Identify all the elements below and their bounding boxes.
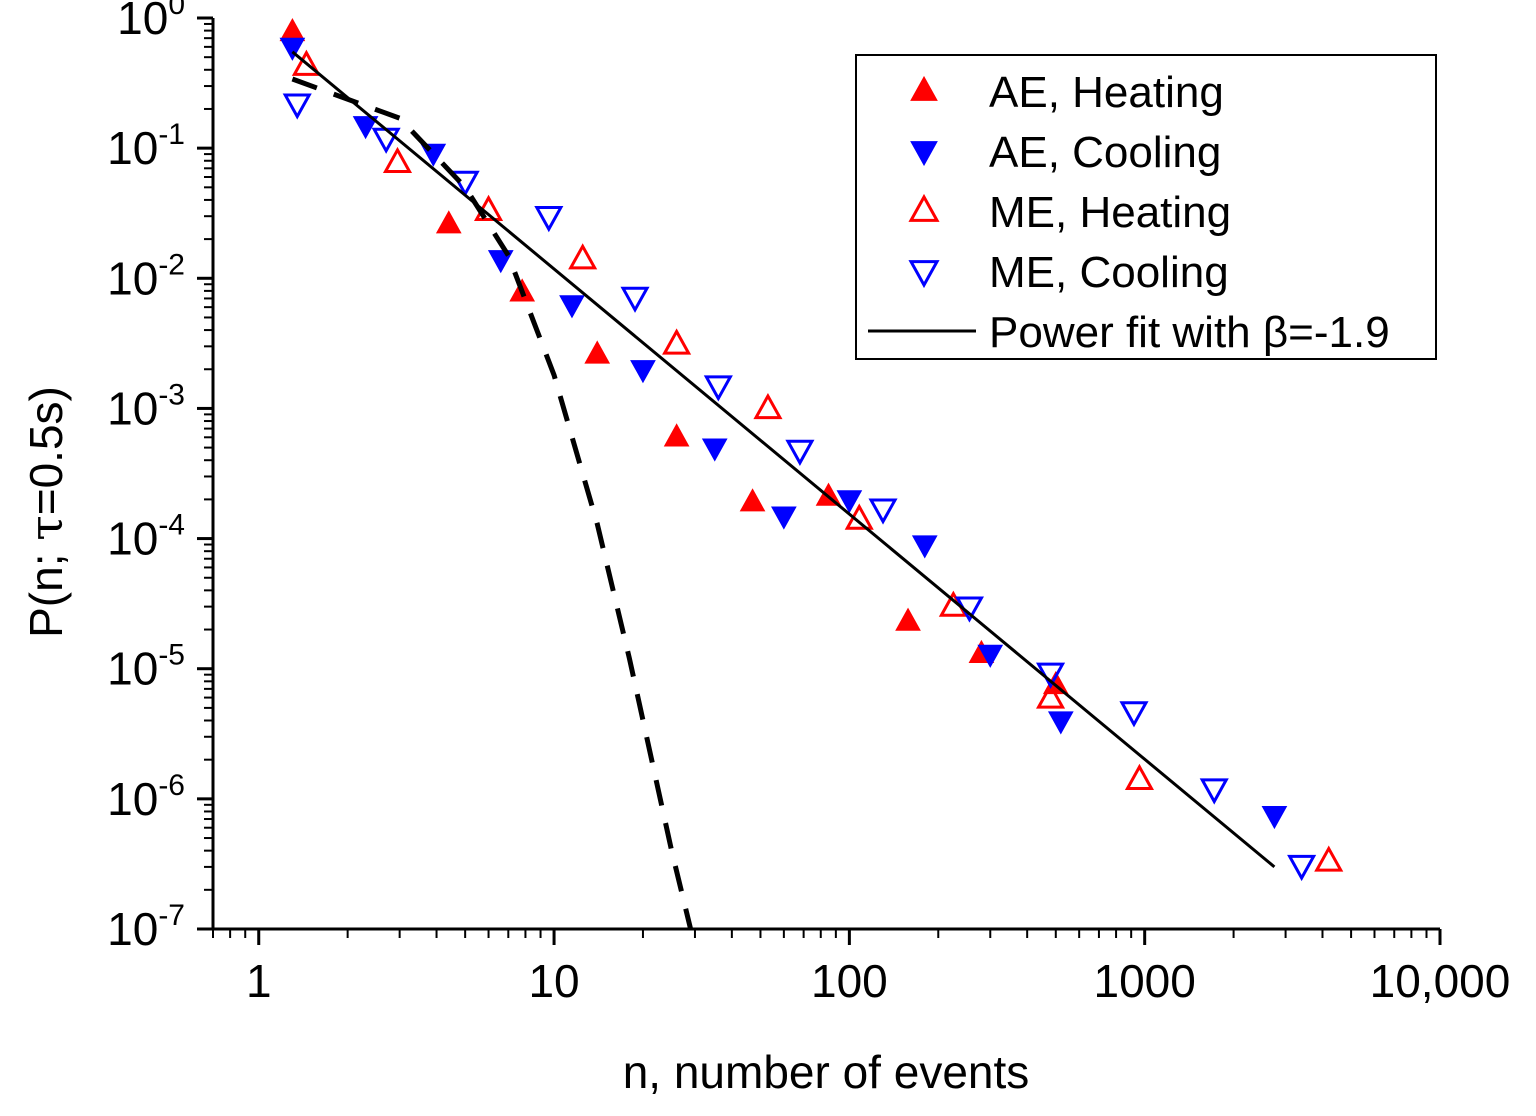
data-point — [868, 498, 898, 525]
y-tick-exponent: -5 — [158, 639, 185, 672]
data-point — [895, 607, 921, 631]
y-tick-exponent: -7 — [158, 899, 185, 932]
data-point — [836, 490, 863, 514]
y-axis-title-part: =0.5s) — [20, 386, 72, 515]
data-point — [911, 535, 938, 559]
data-point — [630, 360, 656, 384]
legend-label: AE, Cooling — [989, 128, 1221, 177]
data-point — [371, 127, 401, 154]
legend-marker — [908, 193, 940, 222]
y-tick-exponent: -6 — [158, 769, 185, 802]
data-point — [701, 438, 728, 462]
legend-marker — [908, 260, 940, 289]
x-tick-label: 10,000 — [1370, 955, 1511, 1007]
data-point — [771, 506, 797, 530]
data-point — [1124, 763, 1154, 790]
data-point — [753, 392, 783, 420]
y-tick-label: 10-7 — [107, 899, 185, 955]
y-tick-label: 100 — [117, 0, 185, 44]
legend-label: Power fit with β=-1.9 — [989, 308, 1390, 357]
y-tick-base: 10 — [107, 122, 158, 174]
data-point — [584, 340, 611, 364]
legend: AE, Heating AE, Cooling ME, Heating ME, Coo… — [855, 54, 1437, 360]
data-point — [1036, 682, 1066, 709]
y-tick-base: 10 — [107, 643, 158, 695]
data-point — [977, 644, 1004, 668]
y-tick-label: 10-3 — [107, 378, 185, 434]
data-point — [785, 439, 815, 466]
data-point — [279, 37, 306, 61]
power-fit-line — [291, 50, 1276, 869]
data-point — [435, 210, 462, 234]
data-point — [662, 328, 692, 355]
y-tick-base: 10 — [107, 773, 158, 825]
y-tick-base: 10 — [107, 252, 158, 304]
legend-marker — [910, 75, 938, 101]
data-point — [534, 206, 564, 233]
data-point — [1119, 701, 1149, 728]
y-axis-title: P(n; τ=0.5s) — [19, 386, 73, 638]
x-axis-title: n, number of events — [623, 1046, 1030, 1098]
y-tick-exponent: -1 — [158, 118, 185, 151]
data-point — [450, 170, 480, 197]
x-tick-label: 1000 — [1094, 955, 1196, 1007]
y-tick-label: 10-5 — [107, 639, 185, 695]
data-point — [382, 146, 413, 174]
data-point — [620, 286, 650, 313]
legend-label: AE, Heating — [989, 68, 1224, 117]
y-tick-base: 10 — [107, 513, 158, 565]
y-tick-label: 10-6 — [107, 769, 185, 825]
x-tick-label: 100 — [811, 955, 888, 1007]
data-point — [291, 49, 321, 76]
data-point — [568, 243, 598, 270]
y-tick-label: 10-1 — [107, 118, 185, 174]
data-point — [279, 18, 306, 42]
y-tick-base: 10 — [107, 903, 158, 955]
data-point — [663, 423, 690, 447]
y-axis-title-part: P(n; — [20, 541, 72, 638]
y-tick-base: 10 — [117, 0, 168, 44]
axes: 1 10 100 1000 10,00010010-110-210-310-410-51… — [107, 0, 1510, 1007]
y-tick-label: 10-4 — [107, 509, 185, 565]
data-point — [352, 116, 379, 140]
plot-area — [279, 18, 1344, 930]
data-point — [282, 93, 312, 120]
data-point — [559, 295, 585, 319]
y-tick-label: 10-2 — [107, 248, 185, 304]
data-point — [1314, 845, 1344, 872]
data-point — [1287, 854, 1317, 882]
legend-label: ME, Cooling — [989, 248, 1229, 297]
y-tick-base: 10 — [107, 382, 158, 434]
legend-box — [855, 54, 1437, 360]
x-tick-label: 1 — [246, 955, 272, 1007]
legend-marker — [910, 141, 938, 167]
legend-label: ME, Heating — [989, 188, 1231, 237]
y-tick-exponent: 0 — [168, 0, 185, 21]
y-tick-exponent: -4 — [158, 509, 185, 542]
data-point — [739, 488, 766, 512]
x-tick-label: 10 — [528, 955, 579, 1007]
y-axis-title-tau: τ — [19, 515, 73, 540]
data-point — [1199, 778, 1229, 805]
data-point — [1047, 711, 1074, 735]
y-tick-exponent: -2 — [158, 248, 185, 281]
y-tick-exponent: -3 — [158, 378, 185, 411]
dashed-fit-line — [291, 76, 694, 930]
data-point — [1261, 805, 1288, 830]
data-point — [703, 375, 733, 402]
